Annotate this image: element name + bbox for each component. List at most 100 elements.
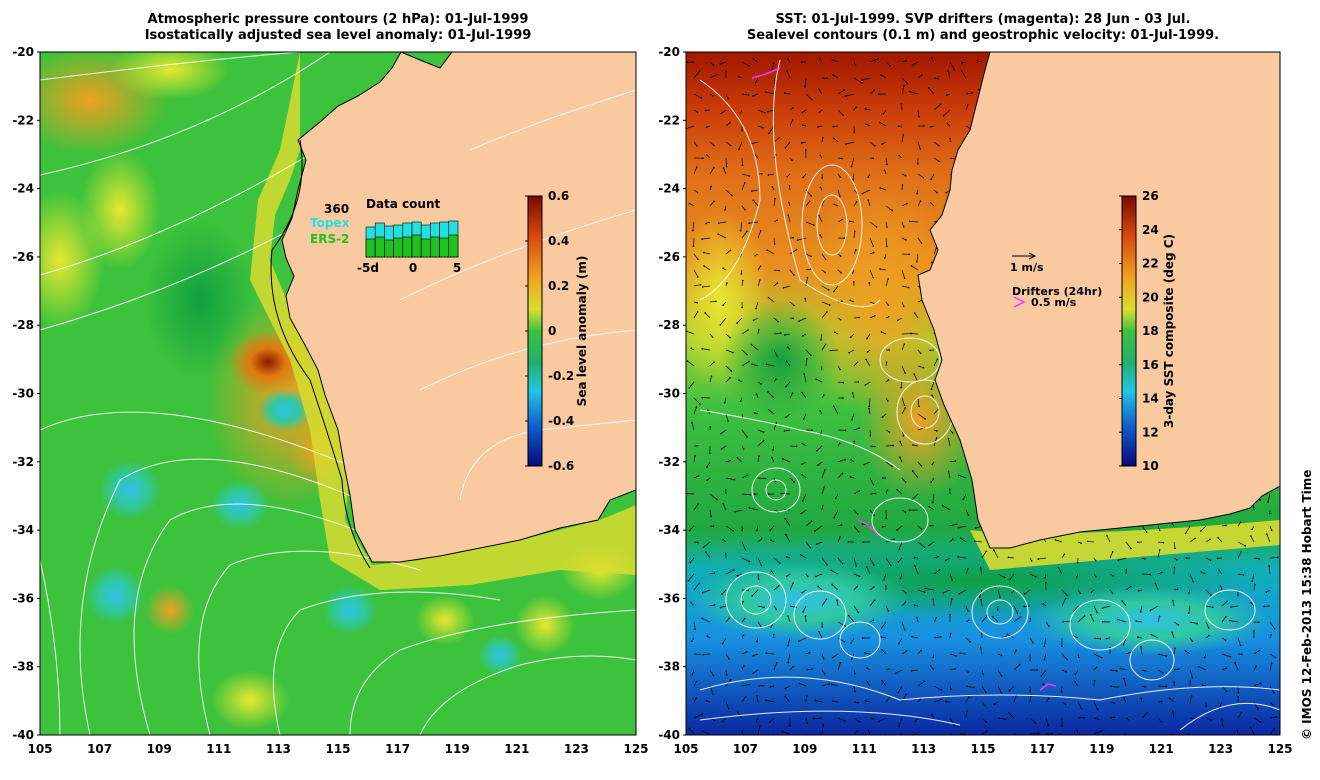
left-colorbar-tick-label: -0.2	[548, 369, 574, 383]
left-x-tick-label: 113	[266, 742, 291, 756]
velocity-scale-label: 1 m/s	[1010, 261, 1044, 274]
left-y-tick-label: -28	[12, 318, 34, 332]
left-colorbar-tick-label: -0.6	[548, 459, 574, 473]
right-title-line2: Sealevel contours (0.1 m) and geostrophi…	[746, 28, 1220, 43]
right-x-tick-label: 109	[792, 742, 817, 756]
right-colorbar-tick-label: 26	[1142, 189, 1159, 203]
axis-ticks: 105 107 109 111 113 115 117 119 121 123 125-20-22-…	[12, 45, 1292, 756]
left-colorbar-ramp	[527, 195, 543, 467]
left-australia-land	[281, 52, 636, 563]
left-y-tick-label: -20	[12, 45, 34, 59]
left-x-tick-label: 109	[147, 742, 172, 756]
left-colorbar-label: Sea level anomaly (m)	[575, 256, 589, 407]
right-x-tick-label: 121	[1149, 742, 1174, 756]
left-y-tick-label: -22	[12, 113, 34, 127]
left-y-tick-label: -30	[12, 387, 34, 401]
left-title-line1: Atmospheric pressure contours (2 hPa): 0…	[147, 12, 529, 27]
right-colorbar-tick-label: 18	[1142, 324, 1159, 338]
left-x-tick-label: 125	[623, 742, 648, 756]
inset-ers2-bar	[448, 234, 459, 258]
left-map	[40, 52, 636, 735]
right-colorbar-tick-label: 16	[1142, 358, 1159, 372]
inset-ers2-bar	[384, 239, 394, 258]
inset-ers2-bar	[411, 234, 422, 258]
left-colorbar-tick-label: 0.6	[548, 189, 569, 203]
right-y-tick-label: -28	[658, 318, 680, 332]
right-map	[686, 52, 1280, 735]
inset-ers2-label: ERS-2	[310, 232, 349, 246]
inset-ers2-bar	[393, 237, 404, 258]
left-x-tick-label: 121	[504, 742, 529, 756]
left-y-tick-label: -36	[12, 591, 34, 605]
left-colorbar-tick-label: -0.4	[548, 414, 574, 428]
right-colorbar-tick-label: 24	[1142, 223, 1159, 237]
right-colorbar-tick-label: 22	[1142, 257, 1159, 271]
right-y-tick-label: -34	[658, 523, 680, 537]
left-y-tick-label: -38	[12, 660, 34, 674]
drifter-scale-arrow	[1013, 296, 1026, 308]
right-x-tick-label: 111	[852, 742, 877, 756]
left-colorbar-tick-label: 0	[548, 324, 556, 338]
right-colorbar-label: 3-day SST composite (deg C)	[1162, 234, 1176, 428]
inset-ers2-bar	[430, 236, 440, 258]
right-colorbar: 26 24 22 20 18 16 14 12 10 3-day SST composite (…	[1119, 189, 1176, 473]
left-x-tick-label: 115	[325, 742, 350, 756]
right-y-tick-label: -20	[658, 45, 680, 59]
left-x-tick-label: 123	[564, 742, 589, 756]
right-y-tick-label: -30	[658, 387, 680, 401]
right-y-tick-label: -38	[658, 660, 680, 674]
data-count-inset: 360 Topex ERS-2 Data count -5d 0 5	[310, 197, 461, 275]
credit-text: © IMOS 12-Feb-2013 15:38 Hobart Time	[1300, 469, 1314, 740]
right-map-title: SST: 01-Jul-1999. SVP drifters (magenta)…	[686, 12, 1280, 44]
left-y-tick-label: -40	[12, 728, 34, 742]
drifters-label: Drifters (24hr)	[1012, 285, 1102, 298]
inset-ers2-bar	[374, 236, 385, 258]
left-title-line2: Isostatically adjusted sea level anomaly…	[144, 28, 532, 43]
inset-ers2-bar	[439, 237, 450, 258]
right-x-tick-label: 115	[970, 742, 995, 756]
right-x-tick-label: 107	[733, 742, 758, 756]
left-y-tick-label: -34	[12, 523, 34, 537]
right-y-tick-label: -40	[658, 728, 680, 742]
right-y-tick-label: -24	[658, 182, 680, 196]
right-x-tick-label: 113	[911, 742, 936, 756]
left-y-tick-label: -24	[12, 182, 34, 196]
inset-tick-0: 0	[409, 261, 417, 275]
right-colorbar-tick-label: 10	[1142, 459, 1159, 473]
right-x-tick-label: 105	[673, 742, 698, 756]
right-colorbar-ramp	[1121, 195, 1137, 467]
right-colorbar-tick-label: 12	[1142, 425, 1159, 439]
right-x-tick-label: 117	[1030, 742, 1055, 756]
drifter-tracks	[751, 67, 1057, 691]
inset-bars	[365, 220, 459, 258]
right-y-tick-label: -22	[658, 113, 680, 127]
inset-ers2-bar	[402, 236, 413, 258]
left-x-tick-label: 111	[206, 742, 231, 756]
right-y-tick-label: -36	[658, 591, 680, 605]
left-x-tick-label: 117	[385, 742, 410, 756]
right-y-tick-label: -32	[658, 455, 680, 469]
right-colorbar-tick-label: 14	[1142, 392, 1159, 406]
velocity-legend: 1 m/s Drifters (24hr) 0.5 m/s	[1010, 252, 1102, 309]
left-map-title: Atmospheric pressure contours (2 hPa): 0…	[40, 12, 636, 44]
right-y-tick-label: -26	[658, 250, 680, 264]
left-colorbar-tick-label: 0.2	[548, 279, 569, 293]
inset-ers2-bar	[365, 238, 376, 258]
left-y-tick-label: -26	[12, 250, 34, 264]
right-x-tick-label: 119	[1089, 742, 1114, 756]
inset-title: Data count	[366, 197, 441, 211]
left-colorbar: 0.6 0.4 0.2 0 -0.2 -0.4 -0.6 Sea level anomaly…	[525, 189, 589, 473]
right-australia-land	[917, 52, 1280, 549]
right-title-line1: SST: 01-Jul-1999. SVP drifters (magenta)…	[775, 12, 1191, 27]
right-x-tick-label: 123	[1208, 742, 1233, 756]
left-x-tick-label: 119	[445, 742, 470, 756]
inset-tick-minus5: -5d	[357, 261, 379, 275]
left-x-tick-label: 107	[87, 742, 112, 756]
inset-tick-5: 5	[453, 261, 461, 275]
right-colorbar-tick-label: 20	[1142, 290, 1159, 304]
left-x-tick-label: 105	[27, 742, 52, 756]
right-x-tick-label: 125	[1267, 742, 1292, 756]
left-colorbar-tick-label: 0.4	[548, 234, 569, 248]
left-y-tick-label: -32	[12, 455, 34, 469]
